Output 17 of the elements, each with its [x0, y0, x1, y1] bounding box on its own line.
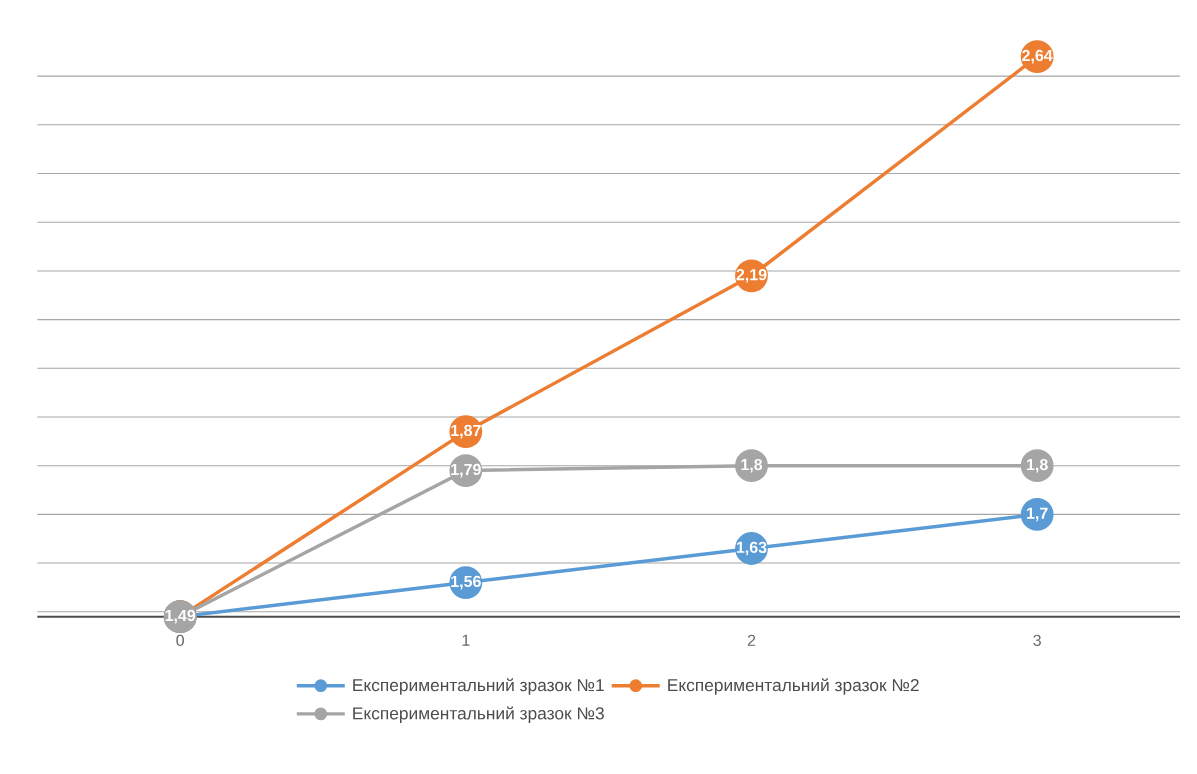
x-tick-label: 3 [1033, 634, 1041, 647]
data-label: 1,8 [741, 458, 763, 473]
data-label: 1,56 [451, 575, 481, 590]
data-label: 1,49 [165, 609, 196, 624]
x-tick-label: 1 [462, 634, 470, 646]
x-tick-label: 0 [176, 634, 184, 647]
x-tick-label: 2 [747, 634, 756, 646]
legend-label: Експериментальний зразок №2 [668, 678, 919, 695]
data-label: 1,63 [736, 541, 767, 556]
data-label: 1,7 [1027, 507, 1048, 522]
data-label: 2,64 [1022, 49, 1053, 64]
data-label: 1,87 [451, 424, 481, 439]
legend-label: Експериментальний зразок №1 [353, 678, 604, 695]
data-label: 1,79 [451, 463, 481, 478]
data-label: 1,8 [1027, 458, 1048, 473]
data-label: 2,19 [736, 268, 767, 283]
legend-label: Експериментальний зразок №3 [353, 706, 604, 723]
